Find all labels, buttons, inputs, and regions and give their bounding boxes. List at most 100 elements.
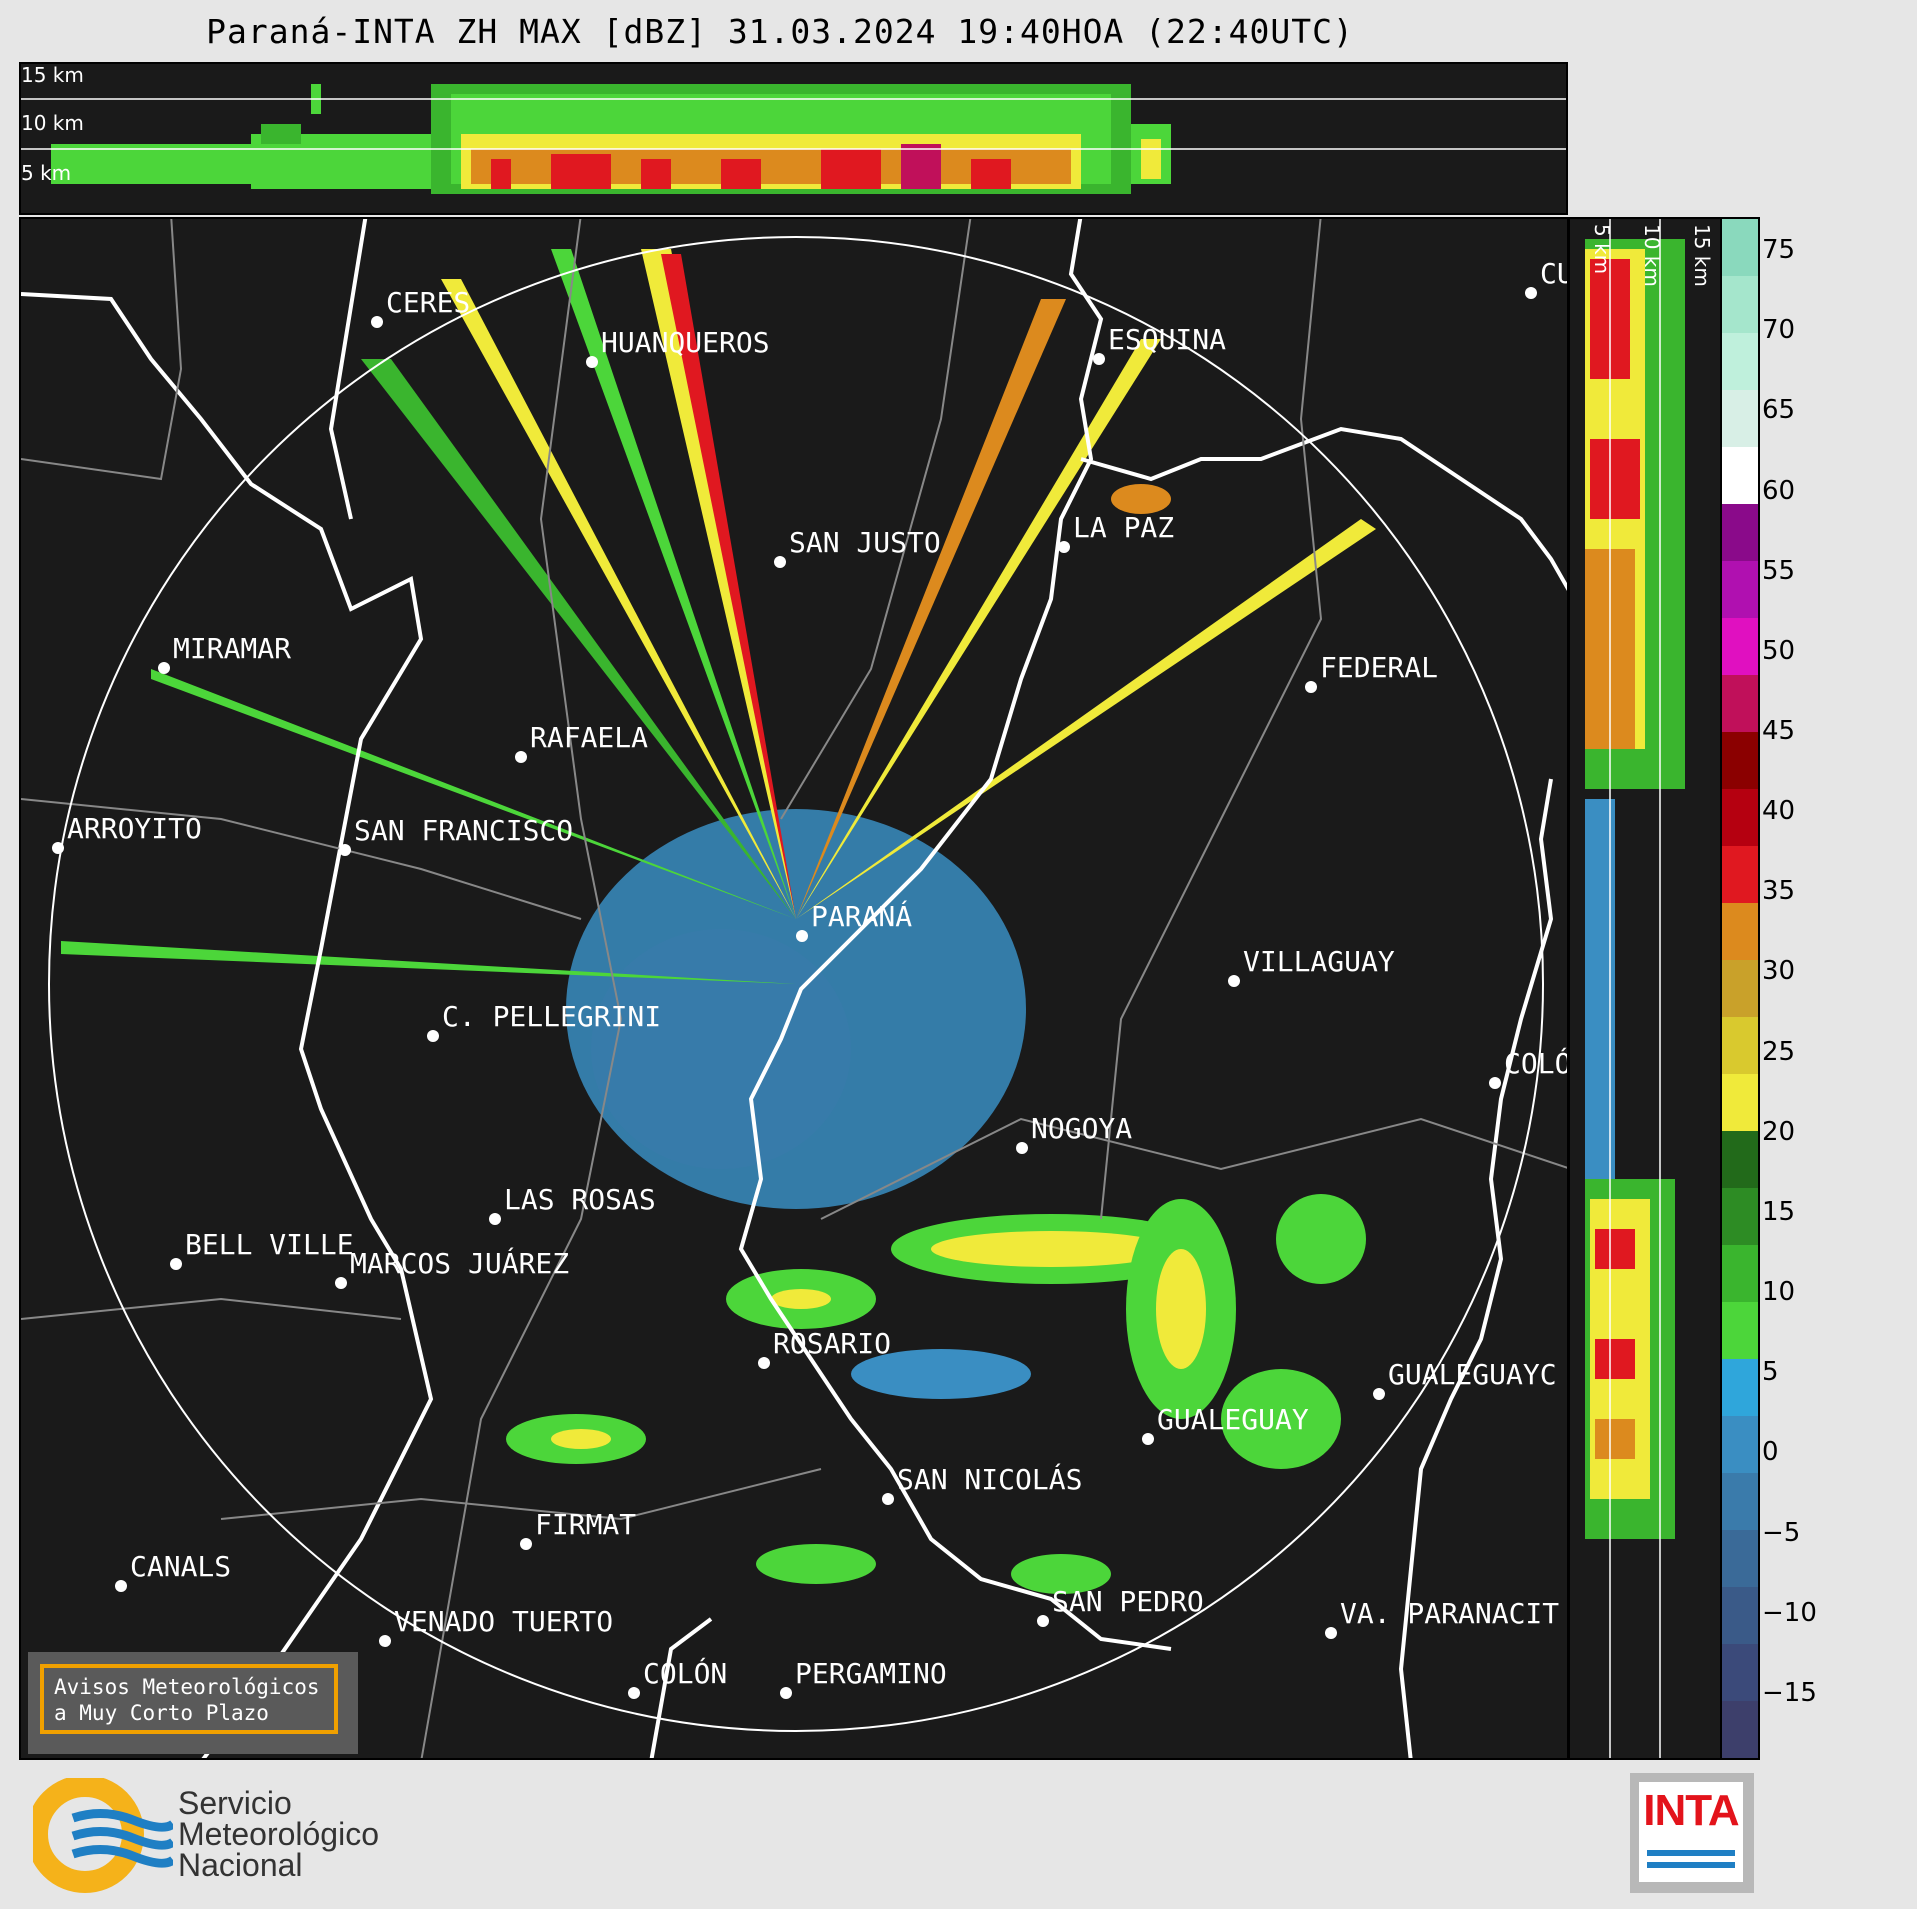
colorbar-tick-label: 45 xyxy=(1762,716,1796,746)
colorbar-tick-label: 20 xyxy=(1762,1116,1796,1147)
city-label: LAS ROSAS xyxy=(504,1183,656,1216)
colorbar-tick-label: 50 xyxy=(1762,635,1796,666)
colorbar-tick-label: 55 xyxy=(1762,555,1796,586)
city-label: CERES xyxy=(386,286,470,319)
city-dot xyxy=(335,1277,347,1289)
colorbar-tick-label: 35 xyxy=(1762,876,1796,907)
inta-logo-text: INTA xyxy=(1643,1786,1739,1835)
right-height-10: 10 km xyxy=(1640,224,1664,287)
map-canvas: CERES HUANQUEROS ESQUINA CU LA PAZ SAN JUSTO M… xyxy=(21,219,1569,1758)
top-height-15: 15 km xyxy=(21,64,84,87)
top-height-10: 10 km xyxy=(21,111,84,135)
city-dot xyxy=(1489,1077,1501,1089)
city-label: COLÓN xyxy=(643,1656,727,1690)
city-dot xyxy=(882,1493,894,1505)
right-height-15: 15 km xyxy=(1690,224,1714,287)
colorbar-tick-label: 30 xyxy=(1762,956,1796,987)
colorbar-tick-label: 15 xyxy=(1762,1196,1796,1227)
right-height-5: 5 km xyxy=(1590,224,1614,274)
city-dot xyxy=(758,1357,770,1369)
smn-sun-waves-icon xyxy=(33,1778,173,1893)
city-label: SAN JUSTO xyxy=(789,526,941,559)
city-label: PARANÁ xyxy=(811,899,912,933)
city-markers: CERES HUANQUEROS ESQUINA CU LA PAZ SAN JUSTO M… xyxy=(52,257,1569,1699)
colorbar-tick-label: 60 xyxy=(1762,475,1796,506)
city-dot xyxy=(520,1538,532,1550)
top-cross-section: 15 km 10 km 5 km xyxy=(19,62,1568,215)
city-label: VA. PARANACIT xyxy=(1340,1597,1559,1630)
city-label: HUANQUEROS xyxy=(601,326,770,359)
colorbar-tick-label: 65 xyxy=(1762,395,1796,426)
city-dot xyxy=(1016,1142,1028,1154)
city-dot xyxy=(371,316,383,328)
right-echoes xyxy=(1585,239,1685,1539)
department-borders xyxy=(21,219,1567,1758)
city-label: ESQUINA xyxy=(1108,323,1226,356)
smn-line-3: Nacional xyxy=(178,1847,303,1883)
city-dot xyxy=(796,930,808,942)
range-ring xyxy=(48,236,1544,1732)
city-label: VILLAGUAY xyxy=(1243,945,1395,978)
city-dot xyxy=(427,1030,439,1042)
city-dot xyxy=(1228,975,1240,987)
city-label: SAN FRANCISCO xyxy=(354,814,573,847)
radar-echoes xyxy=(61,249,1376,1594)
city-dot xyxy=(115,1580,127,1592)
city-dot xyxy=(1093,353,1105,365)
city-label: MIRAMAR xyxy=(173,632,291,665)
colorbar-tick-label: −10 xyxy=(1762,1597,1817,1628)
city-dot xyxy=(1325,1627,1337,1639)
city-label: FEDERAL xyxy=(1320,651,1438,684)
city-label: NOGOYA xyxy=(1031,1112,1132,1145)
smn-line-1: Servicio xyxy=(178,1785,292,1821)
city-dot xyxy=(379,1635,391,1647)
city-label: BELL VILLE xyxy=(185,1228,354,1261)
colorbar xyxy=(1720,217,1760,1760)
smn-line-2: Meteorológico xyxy=(178,1816,379,1852)
city-dot xyxy=(586,356,598,368)
smn-logo-text: Servicio Meteorológico Nacional xyxy=(178,1785,379,1883)
city-dot xyxy=(1525,287,1537,299)
city-label: LA PAZ xyxy=(1073,511,1174,544)
map-title: Paraná-INTA ZH MAX [dBZ] 31.03.2024 19:4… xyxy=(206,12,1354,51)
city-dot xyxy=(515,751,527,763)
city-dot xyxy=(489,1213,501,1225)
right-cross-section: 5 km 10 km 15 km xyxy=(1568,217,1723,1760)
colorbar-tick-label: 70 xyxy=(1762,315,1796,346)
city-label: VENADO TUERTO xyxy=(394,1605,613,1638)
smn-logo xyxy=(33,1778,433,1898)
city-label: GUALEGUAYC xyxy=(1388,1358,1557,1391)
city-dot xyxy=(1142,1433,1154,1445)
city-label: CU xyxy=(1540,257,1569,290)
city-dot xyxy=(1058,541,1070,553)
colorbar-tick-label: −15 xyxy=(1762,1677,1817,1708)
city-label: SAN PEDRO xyxy=(1052,1585,1204,1618)
colorbar-tick-label: 75 xyxy=(1762,235,1796,266)
city-dot xyxy=(1373,1388,1385,1400)
city-label: ARROYITO xyxy=(67,812,202,845)
inta-logo-icon: INTA xyxy=(1630,1773,1754,1893)
city-dot xyxy=(1305,681,1317,693)
city-label: FIRMAT xyxy=(535,1508,636,1541)
right-echo-profile: 5 km 10 km 15 km xyxy=(1585,219,1714,1758)
city-label: COLÓ xyxy=(1504,1046,1569,1080)
colorbar-tick-label: −5 xyxy=(1762,1517,1801,1548)
city-dot xyxy=(628,1687,640,1699)
top-echoes xyxy=(51,84,1171,194)
city-dot xyxy=(170,1258,182,1270)
colorbar-tick-label: 25 xyxy=(1762,1036,1796,1067)
warning-box-text: Avisos Meteorológicos a Muy Corto Plazo xyxy=(40,1664,338,1734)
radar-map[interactable]: CERES HUANQUEROS ESQUINA CU LA PAZ SAN JUSTO M… xyxy=(19,217,1569,1760)
top-echo-profile: 15 km 10 km 5 km xyxy=(21,64,1566,194)
colorbar-tick-label: 0 xyxy=(1762,1437,1779,1468)
warning-box: Avisos Meteorológicos a Muy Corto Plazo xyxy=(28,1652,358,1754)
colorbar-tick-label: 10 xyxy=(1762,1277,1796,1308)
province-borders xyxy=(21,219,1567,1758)
city-label: RAFAELA xyxy=(530,721,648,754)
city-label: GUALEGUAY xyxy=(1157,1403,1309,1436)
city-label: ROSARIO xyxy=(773,1327,891,1360)
city-label: PERGAMINO xyxy=(795,1657,947,1690)
city-dot xyxy=(780,1687,792,1699)
city-dot xyxy=(52,842,64,854)
city-label: SAN NICOLÁS xyxy=(897,1462,1082,1496)
